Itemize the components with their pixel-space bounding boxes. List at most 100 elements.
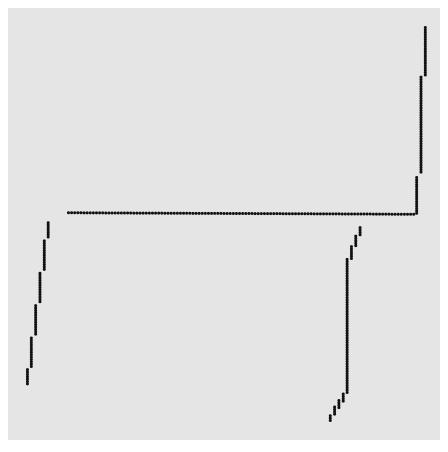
data-point bbox=[85, 211, 89, 215]
data-point bbox=[238, 212, 242, 215]
data-point bbox=[328, 416, 332, 420]
data-point bbox=[423, 30, 427, 34]
data-point bbox=[354, 244, 358, 248]
data-point bbox=[345, 362, 349, 366]
data-point bbox=[419, 106, 423, 110]
data-point bbox=[353, 212, 357, 216]
data-point bbox=[206, 211, 210, 215]
data-point bbox=[415, 211, 419, 215]
data-point bbox=[423, 40, 427, 44]
data-point bbox=[281, 212, 285, 216]
data-point bbox=[387, 212, 391, 216]
data-point bbox=[29, 336, 33, 340]
data-point bbox=[38, 290, 42, 294]
data-point bbox=[419, 94, 423, 98]
data-point bbox=[29, 350, 33, 354]
data-point bbox=[294, 212, 298, 216]
data-point bbox=[46, 235, 50, 239]
data-point bbox=[419, 111, 423, 115]
data-point bbox=[423, 47, 427, 51]
data-point bbox=[76, 211, 80, 215]
data-point bbox=[415, 180, 419, 184]
data-point bbox=[423, 63, 427, 67]
data-point bbox=[182, 211, 186, 215]
data-point bbox=[38, 293, 42, 297]
data-point bbox=[38, 295, 42, 299]
data-point bbox=[38, 276, 42, 280]
data-point bbox=[126, 211, 130, 215]
data-point bbox=[415, 178, 419, 182]
data-point bbox=[228, 211, 232, 215]
data-point bbox=[213, 211, 217, 215]
data-point bbox=[345, 336, 349, 340]
data-point bbox=[266, 212, 270, 216]
data-point bbox=[185, 211, 189, 215]
data-point bbox=[272, 212, 276, 216]
data-point bbox=[419, 87, 423, 91]
data-point bbox=[163, 211, 167, 215]
data-point bbox=[346, 212, 350, 216]
data-point bbox=[345, 374, 349, 378]
data-point bbox=[415, 197, 419, 201]
data-point bbox=[34, 318, 38, 322]
data-point bbox=[73, 211, 77, 215]
data-point bbox=[34, 320, 38, 324]
data-point bbox=[343, 212, 347, 216]
data-point bbox=[350, 212, 354, 216]
data-point bbox=[345, 314, 349, 318]
data-point bbox=[419, 170, 423, 174]
data-point bbox=[345, 265, 349, 269]
data-point bbox=[345, 355, 349, 359]
data-point bbox=[297, 212, 301, 216]
data-point bbox=[345, 364, 349, 368]
data-point bbox=[38, 300, 42, 304]
data-point bbox=[423, 54, 427, 58]
data-point bbox=[345, 348, 349, 352]
data-point bbox=[231, 212, 235, 215]
data-point bbox=[419, 104, 423, 108]
data-point bbox=[419, 92, 423, 96]
data-point bbox=[337, 403, 341, 407]
data-point bbox=[287, 212, 291, 216]
data-point bbox=[42, 265, 46, 269]
data-point bbox=[345, 305, 349, 309]
data-point bbox=[345, 341, 349, 345]
data-point bbox=[98, 211, 102, 215]
data-point bbox=[303, 212, 307, 216]
data-point bbox=[178, 211, 182, 215]
data-point bbox=[34, 325, 38, 329]
data-point bbox=[423, 68, 427, 72]
plot-panel bbox=[8, 8, 440, 440]
data-point bbox=[419, 137, 423, 141]
data-point bbox=[234, 212, 238, 215]
data-point bbox=[415, 192, 419, 196]
data-point bbox=[412, 212, 416, 216]
data-point bbox=[29, 338, 33, 342]
data-point bbox=[166, 211, 170, 215]
data-point bbox=[25, 382, 29, 386]
points-layer bbox=[25, 25, 427, 423]
data-point bbox=[349, 252, 353, 256]
data-point bbox=[318, 212, 322, 216]
data-point bbox=[415, 209, 419, 213]
data-point bbox=[419, 75, 423, 79]
data-point bbox=[341, 392, 345, 396]
data-point bbox=[384, 212, 388, 216]
data-point bbox=[419, 99, 423, 103]
data-point bbox=[132, 211, 136, 215]
data-point bbox=[345, 352, 349, 356]
data-point bbox=[345, 345, 349, 349]
data-point bbox=[419, 120, 423, 124]
data-point bbox=[419, 144, 423, 148]
data-point bbox=[356, 212, 360, 216]
data-point bbox=[345, 324, 349, 328]
data-point bbox=[188, 211, 192, 215]
data-point bbox=[247, 212, 251, 216]
data-point bbox=[345, 333, 349, 337]
data-point bbox=[415, 202, 419, 206]
data-point bbox=[325, 212, 329, 216]
data-point bbox=[42, 255, 46, 259]
data-point bbox=[38, 288, 42, 292]
data-point bbox=[129, 211, 133, 215]
data-point bbox=[29, 341, 33, 345]
